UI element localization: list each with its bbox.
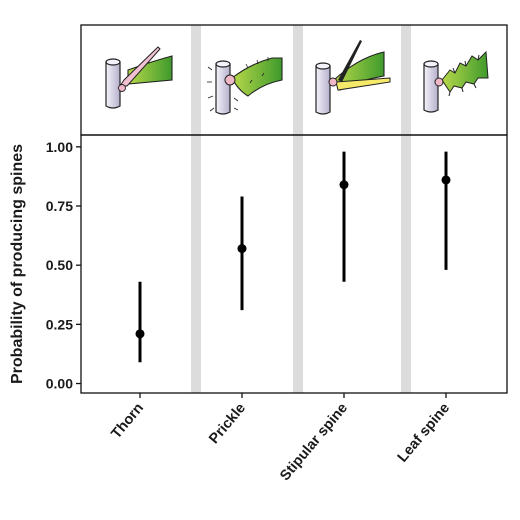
error-bars bbox=[138, 151, 448, 363]
thorn-illustration bbox=[105, 46, 173, 109]
prickle-illustration bbox=[207, 57, 283, 115]
y-tick-label: 0.50 bbox=[46, 257, 73, 273]
x-axis: Thorn Prickle Stipular spine Leaf spine bbox=[108, 393, 453, 484]
point-1 bbox=[135, 329, 145, 339]
y-axis: 0.00 0.25 0.50 0.75 1.00 bbox=[46, 139, 81, 392]
plot-area bbox=[80, 134, 508, 394]
category-separators bbox=[191, 25, 411, 393]
y-tick-label: 1.00 bbox=[46, 139, 73, 155]
x-tick-label: Prickle bbox=[206, 400, 249, 447]
point-2 bbox=[237, 244, 247, 254]
y-tick-label: 0.75 bbox=[46, 198, 73, 214]
y-tick-label: 0.25 bbox=[46, 316, 73, 332]
point-4 bbox=[441, 175, 451, 185]
y-tick-label: 0.00 bbox=[46, 376, 73, 392]
y-axis-title: Probability of producing spines bbox=[9, 144, 26, 384]
point-3 bbox=[339, 180, 349, 190]
separator-band-2 bbox=[293, 25, 303, 393]
separator-band-1 bbox=[191, 25, 201, 393]
separator-band-3 bbox=[401, 25, 411, 393]
x-tick-label: Thorn bbox=[108, 400, 147, 442]
x-tick-label: Stipular spine bbox=[277, 400, 351, 484]
points bbox=[135, 175, 451, 339]
x-tick-label: Leaf spine bbox=[395, 400, 453, 465]
stipular-spine-illustration bbox=[315, 40, 391, 115]
leaf-spine-illustration bbox=[423, 50, 489, 113]
